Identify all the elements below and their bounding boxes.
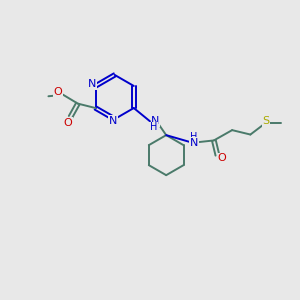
Text: N: N xyxy=(88,80,96,89)
Text: N: N xyxy=(109,116,117,126)
Text: N: N xyxy=(151,116,160,126)
Text: O: O xyxy=(64,118,73,128)
Text: S: S xyxy=(262,116,269,126)
Text: H: H xyxy=(190,133,198,142)
Text: O: O xyxy=(53,87,62,97)
Text: O: O xyxy=(218,153,226,163)
Text: N: N xyxy=(190,138,198,148)
Text: H: H xyxy=(150,122,157,132)
